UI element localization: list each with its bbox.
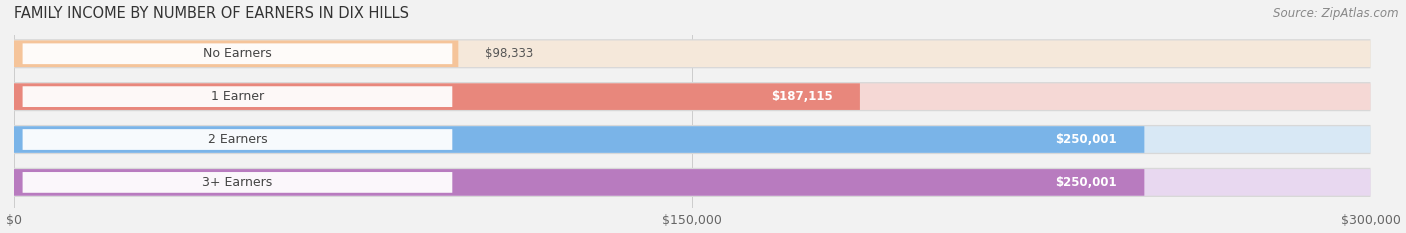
Text: Source: ZipAtlas.com: Source: ZipAtlas.com <box>1274 7 1399 20</box>
FancyBboxPatch shape <box>14 82 1371 111</box>
FancyBboxPatch shape <box>14 169 1144 196</box>
FancyBboxPatch shape <box>14 83 1371 110</box>
FancyBboxPatch shape <box>14 41 1371 67</box>
Text: No Earners: No Earners <box>202 47 271 60</box>
FancyBboxPatch shape <box>14 83 860 110</box>
FancyBboxPatch shape <box>14 39 1371 68</box>
Text: 3+ Earners: 3+ Earners <box>202 176 273 189</box>
Text: $250,001: $250,001 <box>1056 133 1118 146</box>
Text: 2 Earners: 2 Earners <box>208 133 267 146</box>
FancyBboxPatch shape <box>14 169 1371 196</box>
FancyBboxPatch shape <box>14 41 458 67</box>
Text: $98,333: $98,333 <box>485 47 534 60</box>
FancyBboxPatch shape <box>22 43 453 64</box>
Text: FAMILY INCOME BY NUMBER OF EARNERS IN DIX HILLS: FAMILY INCOME BY NUMBER OF EARNERS IN DI… <box>14 6 409 21</box>
FancyBboxPatch shape <box>22 129 453 150</box>
FancyBboxPatch shape <box>22 86 453 107</box>
FancyBboxPatch shape <box>14 168 1371 197</box>
Text: $187,115: $187,115 <box>770 90 832 103</box>
FancyBboxPatch shape <box>14 125 1371 154</box>
FancyBboxPatch shape <box>22 172 453 193</box>
Text: $250,001: $250,001 <box>1056 176 1118 189</box>
FancyBboxPatch shape <box>14 126 1144 153</box>
Text: 1 Earner: 1 Earner <box>211 90 264 103</box>
FancyBboxPatch shape <box>14 126 1371 153</box>
